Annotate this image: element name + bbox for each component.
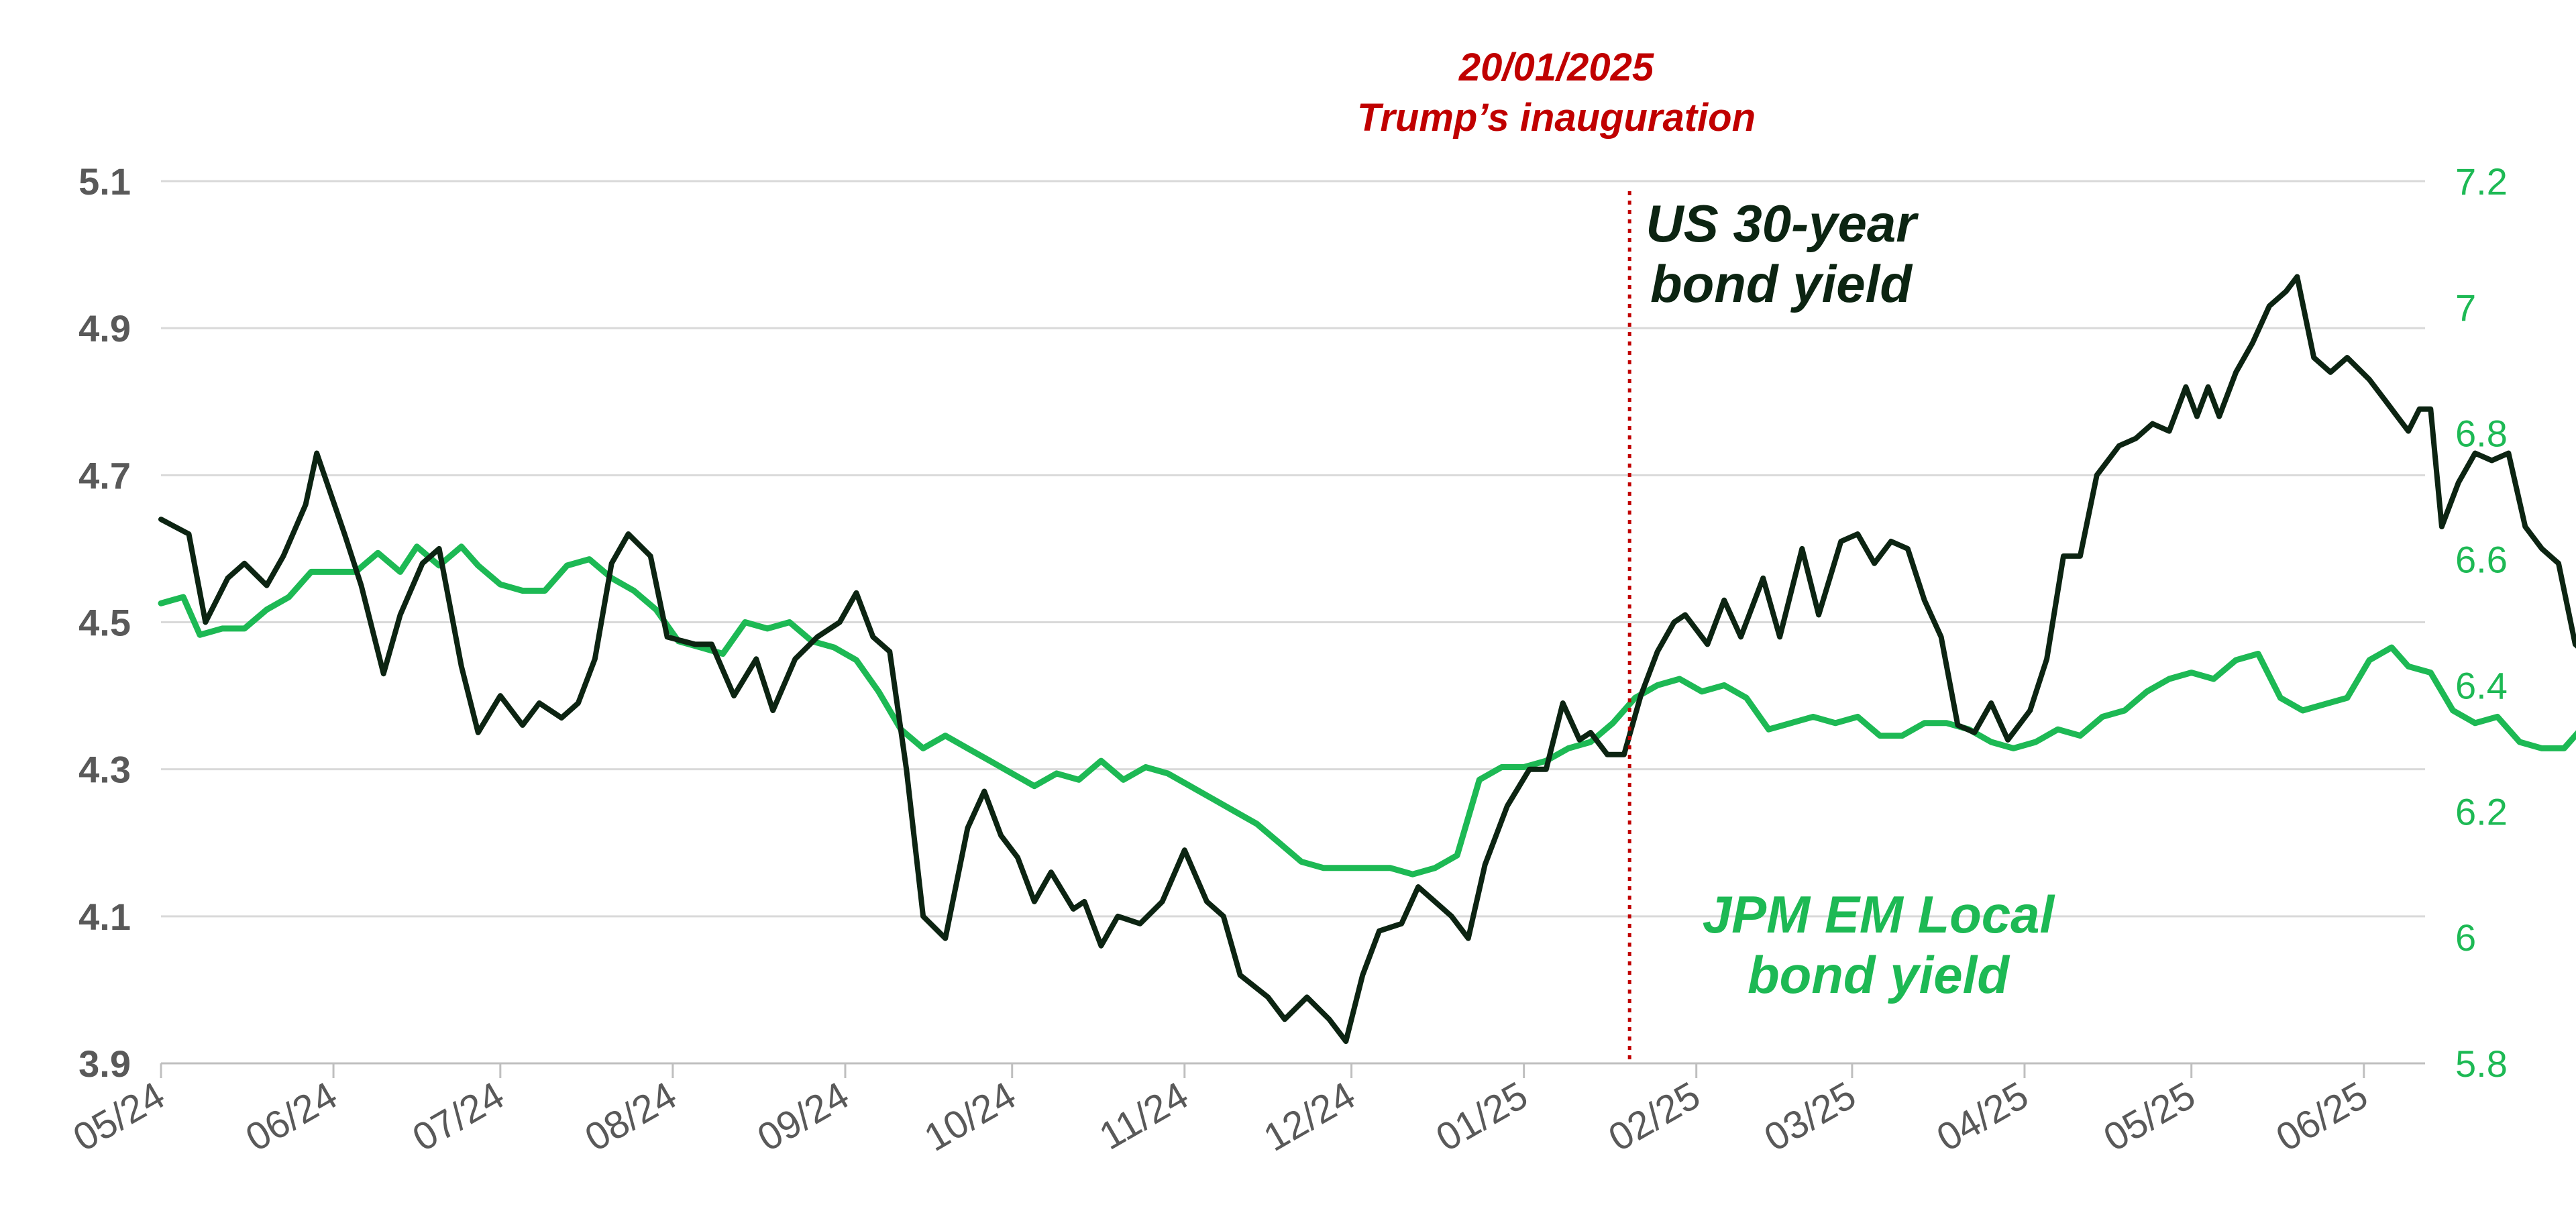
us30-series-label-line1: US 30-year <box>1646 194 1919 253</box>
left-tick-label-4: 4.3 <box>78 749 131 791</box>
x-tick-label-4: 09/24 <box>750 1073 856 1160</box>
us30-series-label-line2: bond yield <box>1650 254 1913 313</box>
series-labels: US 30-year bond yield JPM EM Local bond … <box>1646 194 2055 1004</box>
x-tick-label-12: 05/25 <box>2096 1073 2202 1160</box>
left-tick-label-6: 3.9 <box>78 1043 131 1085</box>
right-tick-label-2: 6.8 <box>2455 413 2508 455</box>
jpm-em-series-label-line1: JPM EM Local <box>1703 885 2055 944</box>
series-lines <box>158 274 2576 1045</box>
x-tick-label-2: 07/24 <box>405 1073 511 1160</box>
jpm-em-series-label-line2: bond yield <box>1748 945 2010 1004</box>
right-tick-label-7: 5.8 <box>2455 1043 2508 1085</box>
x-tick-label-8: 01/25 <box>1429 1073 1535 1160</box>
left-tick-label-1: 4.9 <box>78 307 131 350</box>
right-tick-label-6: 6 <box>2455 916 2476 959</box>
right-tick-label-4: 6.4 <box>2455 664 2508 706</box>
left-tick-label-0: 5.1 <box>78 160 131 203</box>
left-tick-label-2: 4.7 <box>78 454 131 496</box>
x-axis: 05/24 06/24 07/24 08/24 09/24 10/24 11/24 12/24… <box>66 1062 2425 1160</box>
left-tick-label-3: 4.5 <box>78 602 131 644</box>
x-tick-label-1: 06/24 <box>238 1073 344 1160</box>
x-tick-label-6: 11/24 <box>1092 1073 1195 1159</box>
right-tick-label-0: 7.2 <box>2455 160 2508 203</box>
annotation-date-label: 20/01/2025 <box>1458 46 1654 89</box>
jpm-em-yield-line <box>158 543 2576 878</box>
right-y-axis: 7.2 7 6.8 6.6 6.4 6.2 6 5.8 <box>2455 160 2508 1085</box>
x-tick-label-7: 12/24 <box>1256 1073 1362 1160</box>
annotation-event-label: Trump’s inauguration <box>1357 96 1756 140</box>
x-tick-label-5: 10/24 <box>917 1073 1023 1160</box>
annotation: 20/01/2025 Trump’s inauguration <box>1357 46 1756 1063</box>
x-tick-label-10: 03/25 <box>1757 1073 1863 1160</box>
us30-yield-line <box>158 274 2576 1045</box>
right-tick-label-3: 6.6 <box>2455 539 2508 581</box>
right-tick-label-1: 7 <box>2455 286 2476 329</box>
left-tick-label-5: 4.1 <box>78 896 131 938</box>
x-tick-label-9: 02/25 <box>1601 1073 1707 1160</box>
x-tick-label-11: 04/25 <box>1929 1073 2035 1160</box>
gridlines <box>161 180 2425 1065</box>
x-tick-label-3: 08/24 <box>578 1073 684 1160</box>
right-tick-label-5: 6.2 <box>2455 790 2508 833</box>
x-tick-label-13: 06/25 <box>2269 1073 2375 1160</box>
left-y-axis: 5.1 4.9 4.7 4.5 4.3 4.1 3.9 <box>78 160 131 1085</box>
x-tick-label-0: 05/24 <box>66 1073 172 1160</box>
